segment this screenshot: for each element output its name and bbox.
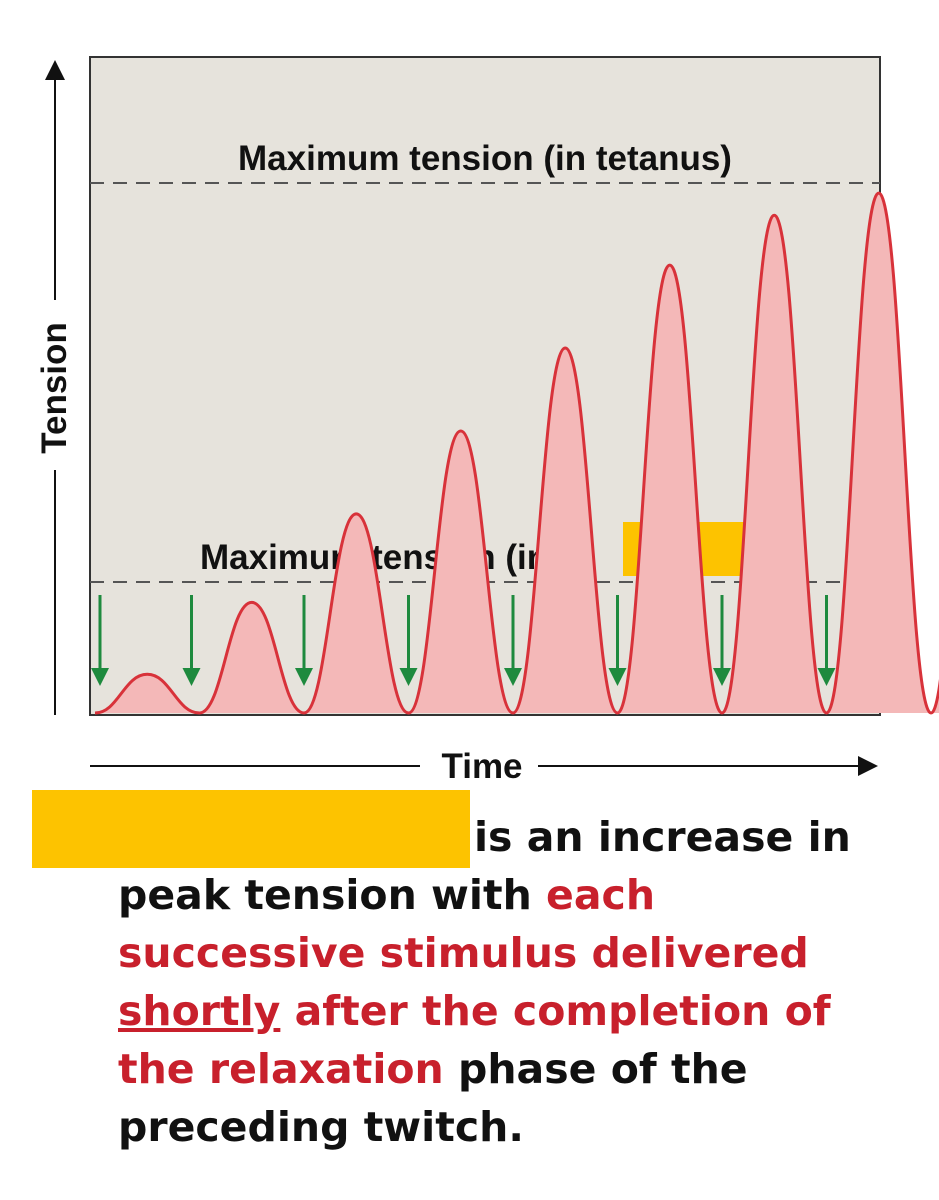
caption-line-1-text: is an increase in <box>474 813 851 861</box>
twitch-curve-layer <box>94 191 939 715</box>
caption-line-5-red: the relaxation <box>118 1045 444 1093</box>
caption-line-2: peak tension with each <box>118 866 898 924</box>
stimulus-arrow <box>817 595 836 686</box>
stimulus-arrow <box>91 595 109 686</box>
y-axis-label-bg <box>35 300 75 470</box>
stimulus-arrow <box>295 595 313 686</box>
treppe-diagram: Tension Time Maximum tension (in tetanus… <box>35 56 939 790</box>
redacted-term-box <box>32 790 470 868</box>
tetanus-max-label: Maximum tension (in tetanus) <box>238 139 732 178</box>
caption-line-4: shortly after the completion of <box>118 982 898 1040</box>
stimulus-arrow <box>608 595 627 686</box>
caption-line-5-black: phase of the <box>443 1045 748 1093</box>
caption-line-6: preceding twitch. <box>118 1103 524 1151</box>
stimulus-arrow <box>182 595 201 686</box>
stimulus-arrow-layer <box>91 595 836 686</box>
caption-line-5: the relaxation phase of the <box>118 1040 898 1098</box>
caption: is an increase in peak tension with each… <box>118 808 898 1156</box>
stimulus-arrow <box>504 595 522 686</box>
caption-line-2-red: each <box>546 871 656 919</box>
x-axis-label-bg <box>420 740 538 790</box>
twitch-curve <box>94 191 939 715</box>
caption-line-1: is an increase in <box>118 808 898 866</box>
caption-line-4-red: after the completion of <box>280 987 831 1035</box>
x-axis-label: Time <box>441 747 522 786</box>
y-axis-label: Tension <box>35 322 74 454</box>
caption-line-2-black: peak tension with <box>118 871 547 919</box>
caption-line-3: successive stimulus delivered <box>118 929 809 977</box>
caption-word-shortly: shortly <box>118 987 281 1035</box>
stimulus-arrow <box>399 595 418 686</box>
twitch-curve-fill <box>95 193 939 713</box>
stimulus-arrow <box>713 595 731 686</box>
